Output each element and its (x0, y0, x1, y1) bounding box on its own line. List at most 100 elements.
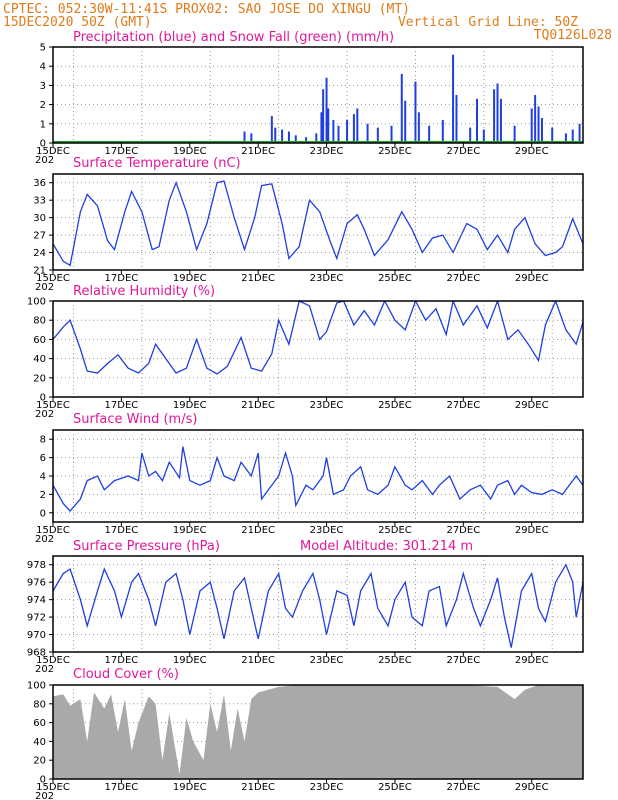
precip-bar (376, 127, 379, 143)
y-tick-label: 0 (40, 139, 46, 150)
precip-bar (534, 95, 537, 143)
x-tick-label: 21DEC (241, 273, 275, 284)
y-tick-label: 976 (27, 578, 46, 589)
header-line1: CPTEC: 052:30W-11:41S PROX02: SAO JOSE D… (3, 2, 410, 17)
panel-5: 968 970 972 974 976 978 15DEC 17DEC 19DEC 21DEC 23… (27, 539, 584, 675)
y-tick-label: 60 (33, 335, 46, 346)
precip-bar (540, 118, 543, 143)
x-tick-label: 23DEC (310, 146, 344, 157)
precip-bar (346, 119, 349, 143)
x-tick-label: 19DEC (173, 146, 207, 157)
precip-bar (578, 123, 581, 143)
x-year-fragment: 202 (35, 155, 54, 166)
y-tick-label: 5 (40, 43, 46, 54)
x-tick-label: 27DEC (446, 655, 480, 666)
precip-bar (452, 54, 455, 143)
x-tick-label: 19DEC (173, 782, 207, 793)
x-tick-label: 23DEC (310, 400, 344, 411)
y-tick-label: 968 (27, 648, 46, 659)
panel-1: 0 1 2 3 4 5 15DEC 17DEC 19DEC 21DEC 23DEC 25DEC 27DE… (35, 30, 584, 166)
y-tick-label: 40 (33, 354, 46, 365)
x-year-fragment: 202 (35, 534, 54, 545)
precip-bar (390, 125, 393, 143)
precip-bar (537, 106, 540, 143)
x-tick-label: 25DEC (378, 782, 412, 793)
x-tick-label: 25DEC (378, 146, 412, 157)
x-tick-label: 19DEC (173, 400, 207, 411)
precip-bar (493, 89, 496, 143)
x-tick-label: 17DEC (105, 273, 139, 284)
x-tick-label: 27DEC (446, 400, 480, 411)
precip-bar (281, 129, 284, 143)
x-tick-label: 25DEC (378, 400, 412, 411)
precip-bar (417, 112, 420, 143)
panel-frame (52, 555, 584, 653)
precip-bar (455, 95, 458, 143)
panel-data (53, 180, 583, 267)
x-tick-label: 23DEC (310, 782, 344, 793)
y-tick-label: 60 (33, 718, 46, 729)
series-line (53, 563, 583, 648)
x-tick-label: 27DEC (446, 273, 480, 284)
panel-frame (52, 46, 584, 144)
x-tick-label: 19DEC (173, 273, 207, 284)
panel-title: Surface Wind (m/s) (73, 412, 197, 427)
x-tick-label: 25DEC (378, 655, 412, 666)
precip-bar (325, 77, 328, 143)
precip-bar (513, 125, 516, 143)
panel-frame (52, 300, 584, 398)
y-tick-label: 24 (33, 248, 46, 259)
series-line (53, 301, 583, 375)
precip-bar (414, 81, 417, 143)
y-tick-label: 0 (40, 393, 46, 404)
panel-data (53, 685, 583, 779)
precip-bar (322, 89, 325, 143)
x-tick-label: 29DEC (515, 146, 549, 157)
precip-bar (356, 108, 359, 143)
x-tick-label: 19DEC (173, 525, 207, 536)
header-date: 15DEC2020 50Z (GMT) (3, 15, 152, 30)
precip-bar (250, 133, 253, 143)
precip-bar (320, 112, 323, 143)
panel-3: 0 20 40 60 80 100 15DEC 17DEC 19DEC 21DEC 23DEC 25D… (27, 284, 584, 420)
x-year-fragment: 202 (35, 664, 54, 675)
panel-4: 0 2 4 6 8 15DEC 17DEC 19DEC 21DEC 23DEC 25DEC 27DEC… (35, 412, 584, 545)
x-tick-label: 29DEC (515, 782, 549, 793)
panel-data (53, 54, 583, 143)
y-tick-label: 20 (33, 373, 46, 384)
x-tick-label: 17DEC (105, 400, 139, 411)
precip-bar (352, 114, 355, 143)
y-tick-label: 3 (40, 81, 46, 92)
x-tick-label: 17DEC (105, 146, 139, 157)
panel-title: Relative Humidity (%) (73, 284, 215, 299)
y-tick-label: 6 (40, 453, 46, 464)
x-year-fragment: 202 (35, 791, 54, 800)
precip-bar (476, 98, 478, 143)
header-model-code: TQ0126L028 (534, 28, 612, 43)
y-tick-label: 80 (33, 316, 46, 327)
x-tick-label: 23DEC (310, 655, 344, 666)
y-tick-label: 8 (40, 435, 46, 446)
x-tick-label: 29DEC (515, 273, 549, 284)
panel-annotation: Model Altitude: 301.214 m (300, 539, 473, 554)
precip-bar (571, 129, 574, 143)
panel-data (53, 301, 583, 375)
precip-bar (441, 119, 444, 143)
precip-bar (327, 108, 330, 143)
x-tick-label: 15DEC (36, 782, 70, 793)
precip-bar (270, 116, 273, 143)
x-tick-label: 29DEC (515, 525, 549, 536)
header-grid-note: Vertical Grid Line: 50Z (398, 15, 578, 30)
x-tick-label: 21DEC (241, 655, 275, 666)
x-year-fragment: 202 (35, 409, 54, 420)
series-line (53, 180, 583, 267)
y-tick-label: 100 (27, 297, 46, 308)
precip-bar (287, 131, 290, 143)
panel-title: Precipitation (blue) and Snow Fall (gree… (73, 30, 394, 45)
panel-frame (52, 173, 584, 271)
y-tick-label: 2 (40, 490, 46, 501)
series-line (53, 446, 583, 512)
precip-bar (428, 125, 431, 143)
y-tick-label: 0 (40, 508, 46, 519)
